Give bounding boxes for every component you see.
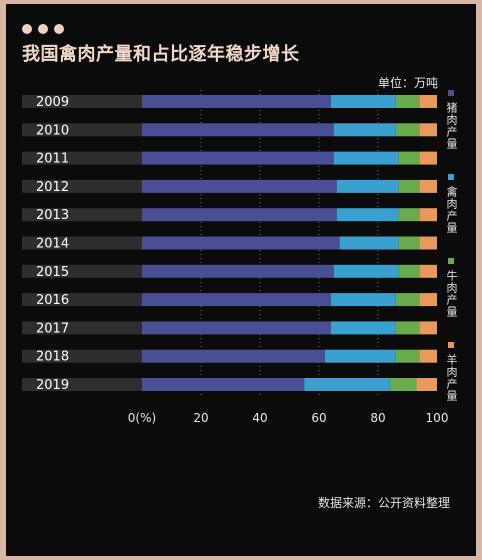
category-band bbox=[22, 123, 142, 137]
category-label: 2010 bbox=[36, 123, 69, 138]
bar-segment bbox=[419, 151, 437, 165]
category-label: 2011 bbox=[36, 152, 69, 167]
legend-item-poultry: 禽肉产量 bbox=[440, 174, 462, 234]
x-tick-label: 0(%) bbox=[128, 411, 156, 425]
bar-segment bbox=[336, 208, 399, 222]
bar-segment bbox=[419, 236, 437, 250]
bar-segment bbox=[419, 208, 437, 222]
bar-segment bbox=[419, 293, 437, 307]
bar-segment bbox=[336, 179, 399, 193]
legend-label-poultry: 禽肉产量 bbox=[445, 186, 458, 234]
bar-segment bbox=[304, 378, 390, 391]
category-label: 2014 bbox=[36, 237, 69, 252]
legend-swatch-mutton bbox=[448, 342, 454, 348]
bar-segment bbox=[142, 321, 331, 335]
x-tick-label: 40 bbox=[252, 411, 267, 425]
bar-segment bbox=[324, 349, 396, 363]
bar-segment bbox=[142, 95, 331, 108]
bar-segment bbox=[398, 151, 420, 165]
category-label: 2013 bbox=[36, 208, 69, 223]
bar-segment bbox=[333, 123, 396, 137]
category-band bbox=[22, 321, 142, 335]
unit-label: 单位：万吨 bbox=[377, 76, 438, 90]
category-band bbox=[22, 349, 142, 363]
category-label: 2016 bbox=[36, 293, 69, 308]
bar-segment bbox=[142, 151, 334, 165]
bar-segment bbox=[395, 123, 420, 137]
bar-segment bbox=[398, 236, 420, 250]
legend-item-pork: 猪肉产量 bbox=[440, 90, 462, 150]
legend-swatch-poultry bbox=[448, 174, 454, 180]
legend-label-pork: 猪肉产量 bbox=[445, 102, 458, 150]
bar-segment bbox=[398, 208, 420, 222]
legend-label-beef: 牛肉产量 bbox=[445, 270, 458, 318]
category-label: 2012 bbox=[36, 180, 69, 195]
legend-swatch-pork bbox=[448, 90, 454, 96]
bar-segment bbox=[142, 264, 334, 278]
legend-item-beef: 牛肉产量 bbox=[440, 258, 462, 318]
bar-segment bbox=[395, 321, 420, 335]
x-tick-label: 60 bbox=[311, 411, 326, 425]
bar-segment bbox=[416, 378, 437, 391]
category-band bbox=[22, 179, 142, 193]
bar-segment bbox=[142, 293, 331, 307]
category-band bbox=[22, 151, 142, 165]
bar-chart: 2009 2010 2011 2012 2013 2014 2015 2016 2017 2018… bbox=[22, 90, 449, 425]
bar-segment bbox=[142, 179, 337, 193]
category-label: 2019 bbox=[36, 378, 69, 393]
category-label: 2018 bbox=[36, 350, 69, 365]
category-band bbox=[22, 236, 142, 250]
legend-label-mutton: 羊肉产量 bbox=[445, 354, 458, 402]
source-note: 数据来源：公开资料整理 bbox=[317, 496, 450, 510]
category-band bbox=[22, 378, 142, 391]
bar-segment bbox=[398, 264, 420, 278]
bar-segment bbox=[142, 236, 340, 250]
bar-segment bbox=[395, 349, 420, 363]
chart-card: 我国禽肉产量和占比逐年稳步增长 单位：万吨 2009 2010 2011 2012 20… bbox=[6, 4, 476, 556]
category-label: 2015 bbox=[36, 265, 69, 280]
x-tick-label: 80 bbox=[370, 411, 385, 425]
legend-item-mutton: 羊肉产量 bbox=[440, 342, 462, 402]
window-dot-icon bbox=[54, 24, 64, 34]
bar-segment bbox=[330, 95, 396, 108]
bar-segment bbox=[419, 123, 437, 137]
bar-segment bbox=[389, 378, 417, 391]
bar-segment bbox=[419, 179, 437, 193]
bar-segment bbox=[419, 349, 437, 363]
bar-segment bbox=[419, 321, 437, 335]
bar-segment bbox=[395, 95, 420, 108]
category-label: 2009 bbox=[36, 95, 69, 110]
bar-segment bbox=[142, 123, 334, 137]
bar-segment bbox=[330, 293, 396, 307]
bar-segment bbox=[142, 378, 305, 391]
x-tick-label: 20 bbox=[193, 411, 208, 425]
legend-swatch-beef bbox=[448, 258, 454, 264]
bar-segment bbox=[419, 264, 437, 278]
category-label: 2017 bbox=[36, 321, 69, 336]
bar-segment bbox=[398, 179, 420, 193]
window-dot-icon bbox=[22, 24, 32, 34]
chart-title: 我国禽肉产量和占比逐年稳步增长 bbox=[22, 44, 300, 65]
bar-segment bbox=[339, 236, 399, 250]
bar-segment bbox=[142, 349, 325, 363]
bar-segment bbox=[330, 321, 396, 335]
bar-segment bbox=[333, 264, 399, 278]
bar-segment bbox=[142, 208, 337, 222]
x-tick-label: 100 bbox=[426, 411, 449, 425]
category-band bbox=[22, 293, 142, 307]
bar-segment bbox=[333, 151, 399, 165]
bar-segment bbox=[395, 293, 420, 307]
category-band bbox=[22, 208, 142, 222]
category-band bbox=[22, 95, 142, 108]
window-dot-icon bbox=[38, 24, 48, 34]
bar-segment bbox=[419, 95, 437, 108]
category-band bbox=[22, 264, 142, 278]
